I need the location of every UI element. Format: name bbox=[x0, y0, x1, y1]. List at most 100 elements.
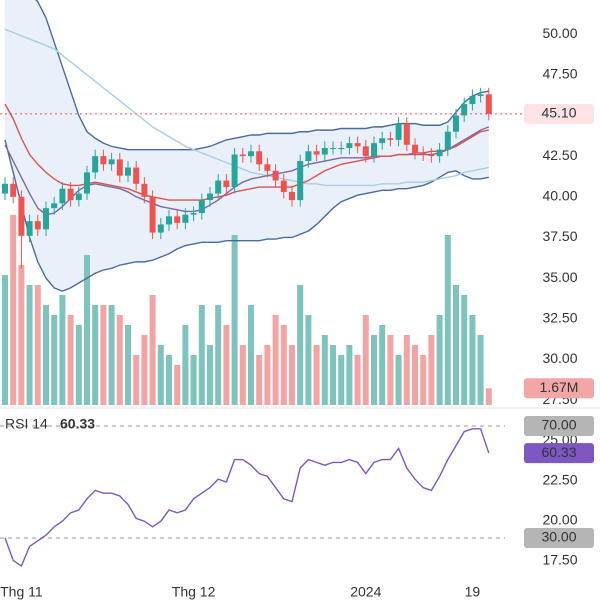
volume-bar bbox=[223, 325, 230, 405]
volume-bar bbox=[215, 305, 222, 405]
candle-body bbox=[346, 143, 353, 149]
candle-body bbox=[387, 138, 394, 140]
y-tick-label: 42.50 bbox=[542, 147, 577, 163]
indicator-line bbox=[35, 0, 489, 151]
level-tag bbox=[524, 416, 594, 436]
volume-bar bbox=[338, 355, 345, 405]
volume-bar bbox=[248, 305, 254, 405]
y-tick-label: 50.00 bbox=[542, 25, 577, 41]
candle-body bbox=[428, 154, 435, 157]
volume-bar bbox=[141, 335, 148, 405]
candle-body bbox=[26, 221, 33, 236]
volume-bar bbox=[133, 355, 140, 405]
candle-body bbox=[34, 221, 41, 230]
candle-body bbox=[485, 94, 492, 114]
volume-bar bbox=[436, 315, 443, 405]
x-tick-label: 2024 bbox=[350, 584, 381, 600]
volume-bar bbox=[469, 315, 476, 405]
volume-bar bbox=[362, 315, 369, 405]
volume-bar bbox=[297, 285, 304, 405]
volume-bar bbox=[34, 285, 41, 405]
candle-body bbox=[338, 148, 345, 150]
volume-bar bbox=[43, 305, 49, 405]
x-tick-label: 19 bbox=[465, 584, 481, 600]
candle-body bbox=[436, 149, 443, 157]
volume-bar bbox=[289, 345, 295, 405]
candle-body bbox=[166, 216, 172, 225]
volume-bar bbox=[10, 215, 17, 405]
candle-body bbox=[108, 159, 115, 165]
candle-body bbox=[403, 123, 410, 145]
rsi-panel bbox=[0, 425, 505, 568]
volume-bar bbox=[453, 285, 459, 405]
candle-body bbox=[59, 188, 66, 204]
y2-tick-label: 20.00 bbox=[542, 512, 577, 528]
volume-bar bbox=[26, 285, 33, 405]
candle-body bbox=[420, 152, 427, 155]
volume-bar bbox=[108, 305, 115, 405]
volume-bar bbox=[256, 355, 263, 405]
candle-body bbox=[207, 193, 213, 201]
candle-body bbox=[141, 183, 148, 197]
volume-bar bbox=[84, 255, 90, 405]
candle-body bbox=[157, 224, 164, 233]
y-tick-label: 40.00 bbox=[542, 188, 577, 204]
volume-bar bbox=[412, 345, 418, 405]
labels: 50.00 47.50 42.50 40.00 37.50 35.00 32.50 30.00… bbox=[0, 25, 600, 600]
candle-body bbox=[461, 104, 468, 116]
volume-bar bbox=[354, 355, 361, 405]
volume-bar bbox=[100, 305, 107, 405]
y-tick-label: 32.50 bbox=[542, 309, 577, 325]
candle-body bbox=[272, 170, 279, 181]
price-tag bbox=[524, 103, 594, 124]
y-tick-label: 37.50 bbox=[542, 228, 577, 244]
candle-body bbox=[289, 191, 295, 201]
volume-tag bbox=[524, 378, 594, 399]
candle-body bbox=[223, 180, 230, 188]
candle-body bbox=[395, 123, 402, 140]
volume-bar bbox=[2, 275, 8, 405]
candle-body bbox=[75, 193, 82, 201]
candle-body bbox=[362, 146, 369, 157]
candle-body bbox=[321, 148, 328, 155]
volume-bar bbox=[116, 315, 123, 405]
volume-bar bbox=[264, 345, 271, 405]
volume-bar bbox=[231, 235, 238, 405]
volume-tag-label: 1.67M bbox=[540, 379, 579, 395]
candle-body bbox=[10, 183, 17, 197]
candle-body bbox=[18, 196, 25, 236]
candle-body bbox=[100, 156, 107, 165]
volume-bar bbox=[444, 235, 451, 405]
band-fill bbox=[5, 0, 489, 292]
x-tick-label: Thg 12 bbox=[172, 584, 216, 600]
indicator-line bbox=[4, 28, 489, 187]
volume-bar bbox=[313, 345, 320, 405]
rsi-value: 60.33 bbox=[60, 416, 95, 432]
volume-bar bbox=[190, 355, 197, 405]
volume-bar bbox=[174, 365, 181, 405]
volume-bar bbox=[280, 325, 287, 405]
rsi-title: RSI 14 bbox=[5, 416, 48, 432]
y-tick-label: 30.00 bbox=[542, 350, 577, 366]
level-tag bbox=[524, 528, 594, 548]
volume-bar bbox=[182, 325, 189, 405]
volume-bar bbox=[387, 335, 394, 405]
candle-body bbox=[182, 214, 189, 223]
candle-body bbox=[2, 183, 8, 194]
candle-body bbox=[149, 196, 156, 233]
candle-body bbox=[239, 154, 246, 157]
candle-body bbox=[280, 180, 287, 192]
volume-bar bbox=[149, 295, 156, 405]
y-tick-label: 47.50 bbox=[542, 66, 577, 82]
candle-body bbox=[444, 131, 451, 150]
x-tick-label: Thg 11 bbox=[0, 584, 43, 600]
volume-bar bbox=[67, 315, 74, 405]
candle-body bbox=[190, 213, 197, 215]
volume-bar bbox=[59, 295, 66, 405]
volume-bar bbox=[239, 345, 246, 405]
volume-bar bbox=[371, 335, 377, 405]
candle-body bbox=[256, 151, 263, 165]
candle-body bbox=[51, 203, 58, 209]
volume-bar bbox=[485, 388, 492, 405]
